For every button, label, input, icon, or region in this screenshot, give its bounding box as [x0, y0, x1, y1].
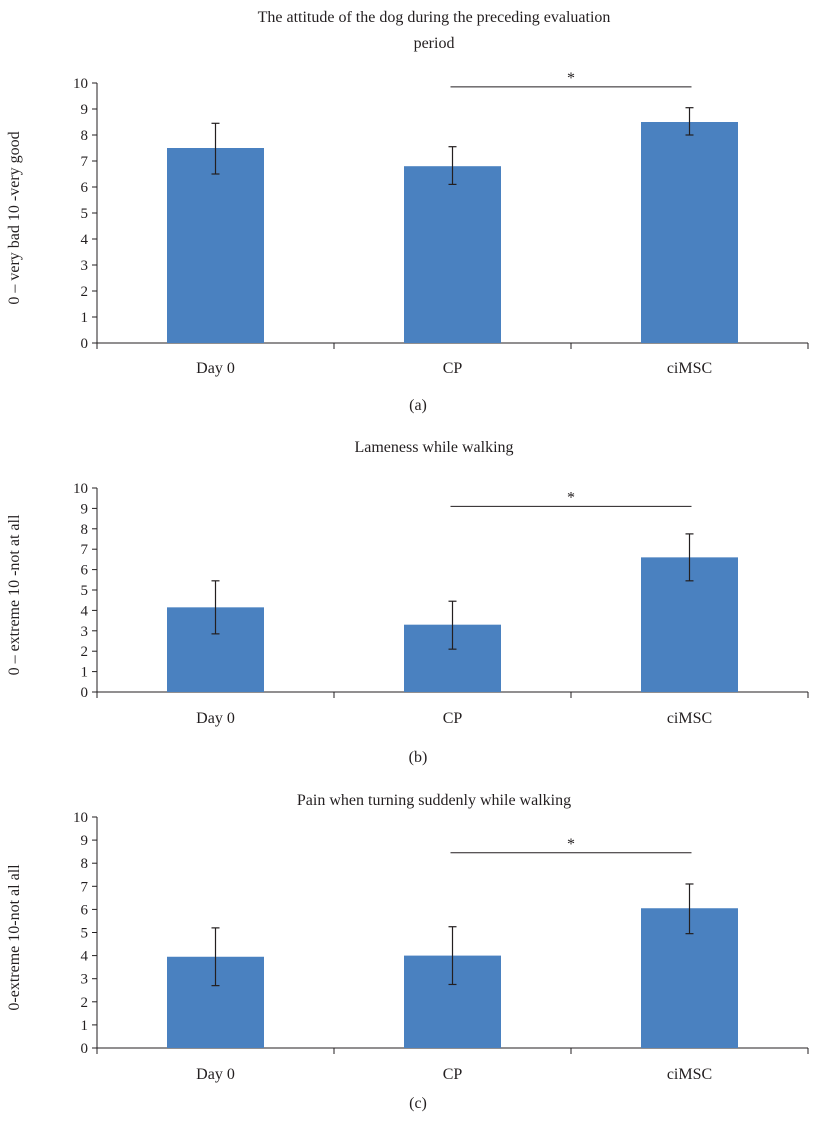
y-axis-label: 0 – extreme 10 -not at all: [6, 514, 23, 675]
bar-chart-lameness: Lameness while walking 0 – extreme 10 -no…: [6, 439, 809, 766]
y-tick-label: 6: [81, 902, 89, 918]
x-category-label: Day 0: [196, 710, 235, 727]
y-tick-label: 7: [81, 542, 89, 558]
x-category-label: ciMSC: [667, 710, 712, 727]
y-tick-label: 4: [81, 232, 89, 248]
chart-panel-a: The attitude of the dog during the prece…: [0, 0, 814, 420]
y-tick-label: 9: [81, 102, 89, 118]
bar-day-0: [167, 148, 264, 343]
bar-chart-pain: Pain when turning suddenly while walking…: [6, 792, 809, 1112]
y-tick-label: 2: [81, 644, 89, 660]
x-category-label: ciMSC: [667, 1066, 712, 1083]
bar-cp: [404, 166, 501, 343]
bar-chart-attitude: The attitude of the dog during the prece…: [6, 9, 809, 414]
y-tick-label: 1: [81, 665, 89, 681]
y-tick-label: 6: [81, 180, 89, 196]
y-tick-label: 3: [81, 624, 89, 640]
y-tick-label: 6: [81, 563, 89, 579]
y-tick-label: 2: [81, 284, 89, 300]
significance-marker: *: [567, 70, 575, 87]
y-axis-label: 0-extreme 10-not al all: [6, 864, 23, 1011]
y-tick-label: 1: [81, 1018, 89, 1034]
y-axis-label: 0 – very bad 10 -very good: [6, 131, 23, 304]
y-tick-label: 7: [81, 154, 89, 170]
significance-marker: *: [567, 836, 575, 853]
chart-title: The attitude of the dog during the prece…: [258, 9, 611, 26]
chart-panel-b: Lameness while walking 0 – extreme 10 -no…: [0, 430, 814, 780]
significance-marker: *: [567, 489, 575, 506]
y-tick-label: 2: [81, 995, 89, 1011]
y-tick-label: 0: [81, 336, 89, 352]
y-tick-label: 9: [81, 833, 89, 849]
y-tick-label: 8: [81, 856, 89, 872]
x-category-label: CP: [443, 710, 463, 727]
y-tick-label: 5: [81, 583, 89, 599]
panel-label: (a): [409, 397, 427, 414]
y-tick-label: 8: [81, 522, 89, 538]
x-category-label: CP: [443, 360, 463, 377]
y-tick-label: 0: [81, 1041, 89, 1057]
y-tick-label: 5: [81, 206, 89, 222]
y-tick-label: 4: [81, 949, 89, 965]
chart-title: Pain when turning suddenly while walking: [297, 792, 571, 809]
chart-title: Lameness while walking: [354, 439, 513, 456]
y-tick-label: 10: [73, 810, 88, 826]
panel-label: (b): [409, 749, 428, 766]
x-category-label: Day 0: [196, 360, 235, 377]
y-tick-label: 9: [81, 501, 89, 517]
y-tick-label: 3: [81, 972, 89, 988]
y-tick-label: 0: [81, 685, 89, 701]
x-category-label: CP: [443, 1066, 463, 1083]
y-tick-label: 10: [73, 76, 88, 92]
chart-panel-c: Pain when turning suddenly while walking…: [0, 786, 814, 1121]
y-tick-label: 10: [73, 481, 88, 497]
y-tick-label: 7: [81, 879, 89, 895]
y-tick-label: 5: [81, 926, 89, 942]
y-tick-label: 1: [81, 310, 89, 326]
y-tick-label: 8: [81, 128, 89, 144]
x-category-label: Day 0: [196, 1066, 235, 1083]
x-category-label: ciMSC: [667, 360, 712, 377]
y-tick-label: 3: [81, 258, 89, 274]
chart-title: period: [414, 35, 455, 52]
bar-cimsc: [641, 122, 738, 343]
y-tick-label: 4: [81, 603, 89, 619]
panel-label: (c): [409, 1095, 427, 1112]
